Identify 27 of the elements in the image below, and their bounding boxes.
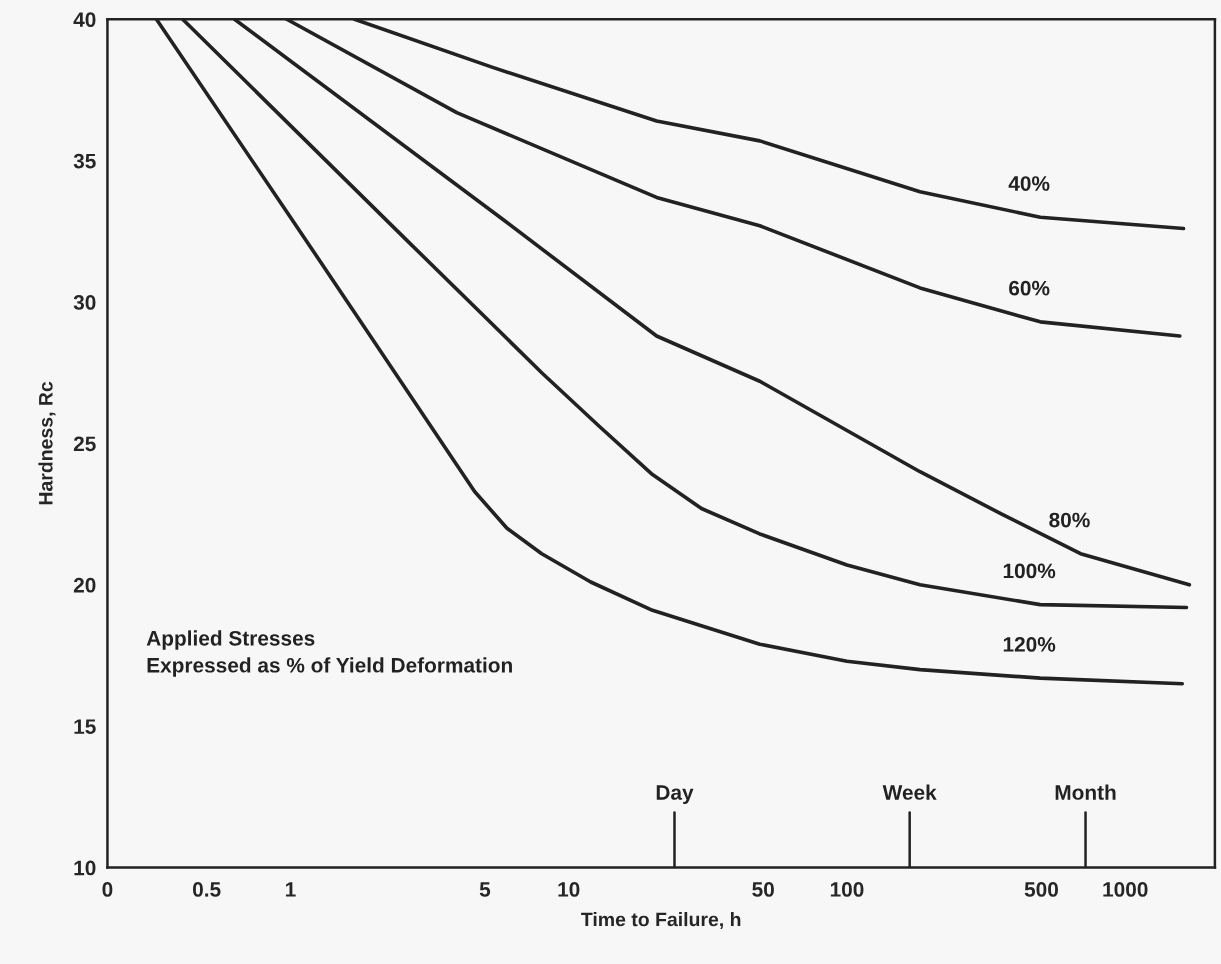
y-tick-label: 25 (73, 436, 96, 452)
series-label: 40% (1008, 176, 1050, 191)
x-axis-title: Time to Failure, h (581, 912, 741, 930)
series-label: 120% (1003, 637, 1056, 652)
ref-line-label: Day (656, 785, 694, 804)
x-tick-label: 5 (479, 882, 491, 897)
y-axis-title: Hardness, Rc (38, 381, 56, 505)
y-tick-label: 15 (74, 719, 96, 734)
x-tick-label: 10 (558, 882, 580, 897)
x-tick-label: 0 (102, 882, 113, 897)
x-tick-label: 0.5 (193, 882, 221, 897)
annotation: Applied Stresses Expressed as % of Yield Deformation (146, 630, 512, 677)
x-tick-label: 500 (1024, 882, 1058, 897)
y-tick-label: 40 (73, 12, 96, 28)
ref-line-label: Month (1055, 784, 1116, 800)
ref-line-label: Week (882, 784, 937, 800)
x-tick-label: 100 (830, 882, 864, 897)
x-tick-label: 1 (285, 882, 296, 897)
y-tick-label: 20 (73, 577, 96, 593)
y-tick-label: 10 (74, 860, 96, 876)
x-tick-label: 1000 (1103, 882, 1148, 897)
series-label: 80% (1049, 512, 1090, 528)
x-tick-label: 50 (752, 882, 774, 897)
y-tick-label: 35 (73, 153, 96, 169)
y-tick-label: 30 (73, 295, 96, 310)
series-label: 60% (1009, 280, 1050, 296)
series-label: 100% (1003, 563, 1056, 579)
